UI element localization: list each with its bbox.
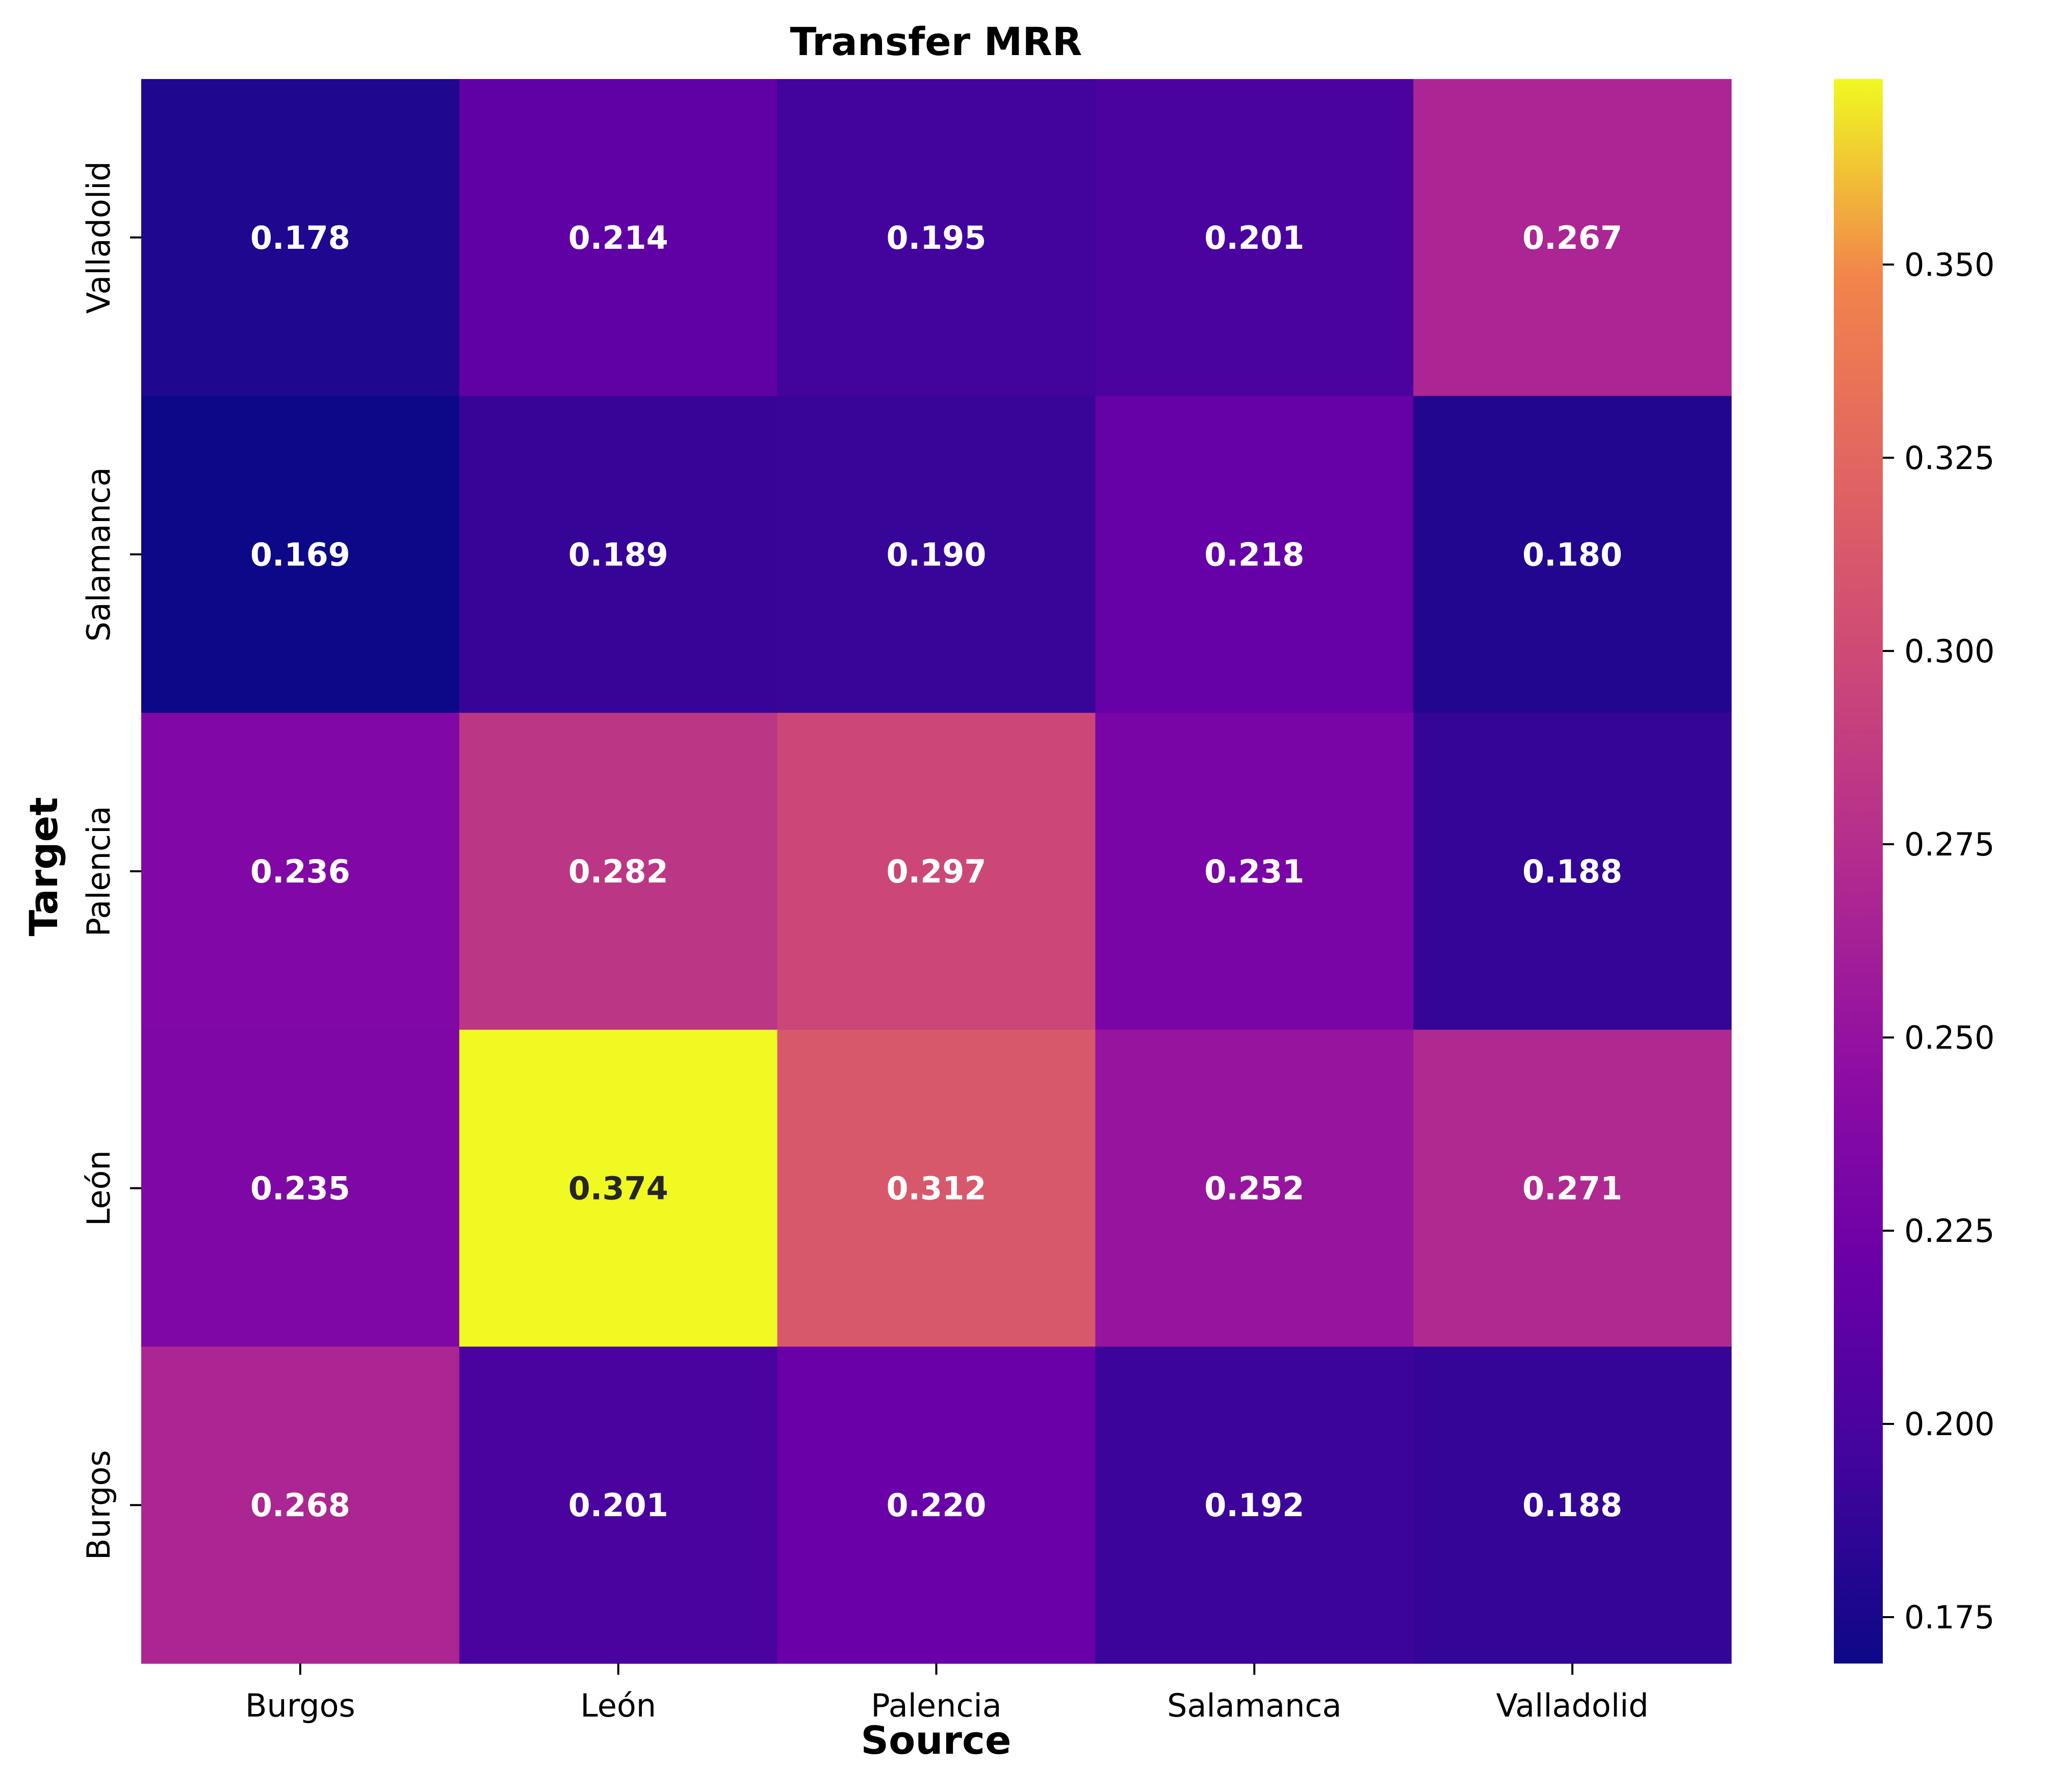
- x-axis-label: Source: [861, 1718, 1011, 1763]
- y-axis-ticks: Valladolid Salamanca Palencia León Burgos: [80, 161, 141, 1560]
- cell-value-label: 0.271: [1522, 1170, 1622, 1207]
- chart-title: Transfer MRR: [790, 19, 1082, 64]
- colorbar-tick-label: 0.175: [1904, 1599, 1995, 1636]
- cell-value-label: 0.374: [568, 1170, 668, 1207]
- y-tick-label: Salamanca: [80, 467, 117, 641]
- heatmap-cell: [777, 713, 1096, 1030]
- heatmap-cell: [1095, 79, 1414, 397]
- cell-value-label: 0.220: [886, 1487, 986, 1524]
- heatmap-cell: [141, 79, 460, 397]
- heatmap-cell: [459, 713, 778, 1030]
- cell-value-label: 0.235: [250, 1170, 350, 1207]
- colorbar-tick-label: 0.200: [1904, 1406, 1995, 1443]
- cell-value-label: 0.214: [568, 219, 668, 256]
- heatmap-cell: [141, 1346, 460, 1664]
- heatmap-cell: [141, 713, 460, 1030]
- x-tick-label: Palencia: [871, 1687, 1002, 1724]
- x-tick-label: Salamanca: [1167, 1687, 1341, 1724]
- cell-value-label: 0.282: [568, 853, 668, 890]
- heatmap-cell: [141, 396, 460, 713]
- colorbar-ticks: 0.175 0.200 0.225 0.250 0.275 0.300 0.325 0.350: [1883, 246, 1995, 1636]
- heatmap-cell: [777, 1346, 1096, 1664]
- heatmap-cell: [777, 1029, 1096, 1347]
- cell-value-label: 0.188: [1522, 853, 1622, 890]
- cell-value-label: 0.267: [1522, 219, 1622, 256]
- heatmap-cell: [1413, 713, 1732, 1030]
- cell-value-label: 0.312: [886, 1170, 986, 1207]
- heatmap-cell: [141, 1029, 460, 1347]
- heatmap-cells: 0.178 0.214 0.195 0.201 0.267 0.169 0.189 0.190…: [141, 79, 1732, 1664]
- colorbar-tick-label: 0.300: [1904, 633, 1995, 670]
- heatmap-cell: [1413, 79, 1732, 397]
- heatmap-cell: [459, 79, 778, 397]
- cell-value-label: 0.252: [1204, 1170, 1304, 1207]
- heatmap-cell: [1095, 713, 1414, 1030]
- cell-value-label: 0.189: [568, 536, 668, 573]
- cell-value-label: 0.236: [250, 853, 350, 890]
- colorbar: 0.175 0.200 0.225 0.250 0.275 0.300 0.325 0.350: [1834, 79, 1995, 1664]
- x-tick-label: León: [580, 1687, 656, 1724]
- colorbar-tick-label: 0.275: [1904, 826, 1995, 863]
- cell-value-label: 0.180: [1522, 536, 1622, 573]
- heatmap-cell: [1095, 1346, 1414, 1664]
- cell-value-label: 0.195: [886, 219, 986, 256]
- heatmap-cell: [459, 1029, 778, 1347]
- cell-value-label: 0.178: [250, 219, 350, 256]
- colorbar-gradient: [1834, 79, 1883, 1664]
- heatmap-cell: [1413, 1029, 1732, 1347]
- heatmap-cell: [459, 1346, 778, 1664]
- cell-value-label: 0.190: [886, 536, 986, 573]
- colorbar-tick-label: 0.350: [1904, 246, 1995, 283]
- heatmap-cell: [1413, 1346, 1732, 1664]
- cell-value-label: 0.297: [886, 853, 986, 890]
- y-tick-label: León: [80, 1150, 117, 1226]
- heatmap-cell: [1095, 396, 1414, 713]
- cell-value-label: 0.188: [1522, 1487, 1622, 1524]
- y-tick-label: Burgos: [80, 1450, 117, 1560]
- cell-value-label: 0.218: [1204, 536, 1304, 573]
- heatmap-cell: [459, 396, 778, 713]
- x-axis-ticks: Burgos León Palencia Salamanca Valladolid: [245, 1664, 1649, 1724]
- y-tick-label: Palencia: [80, 806, 117, 937]
- colorbar-tick-label: 0.325: [1904, 439, 1995, 477]
- colorbar-tick-label: 0.250: [1904, 1019, 1995, 1056]
- y-axis-label: Target: [21, 797, 66, 936]
- cell-value-label: 0.231: [1204, 853, 1304, 890]
- cell-value-label: 0.192: [1204, 1487, 1304, 1524]
- heatmap-cell: [1095, 1029, 1414, 1347]
- cell-value-label: 0.169: [250, 536, 350, 573]
- heatmap-cell: [777, 396, 1096, 713]
- heatmap-cell: [1413, 396, 1732, 713]
- cell-value-label: 0.201: [568, 1487, 668, 1524]
- cell-value-label: 0.268: [250, 1487, 350, 1524]
- heatmap-cell: [777, 79, 1096, 397]
- colorbar-tick-label: 0.225: [1904, 1212, 1995, 1250]
- y-tick-label: Valladolid: [80, 161, 117, 314]
- x-tick-label: Burgos: [245, 1687, 355, 1724]
- x-tick-label: Valladolid: [1496, 1687, 1649, 1724]
- cell-value-label: 0.201: [1204, 219, 1304, 256]
